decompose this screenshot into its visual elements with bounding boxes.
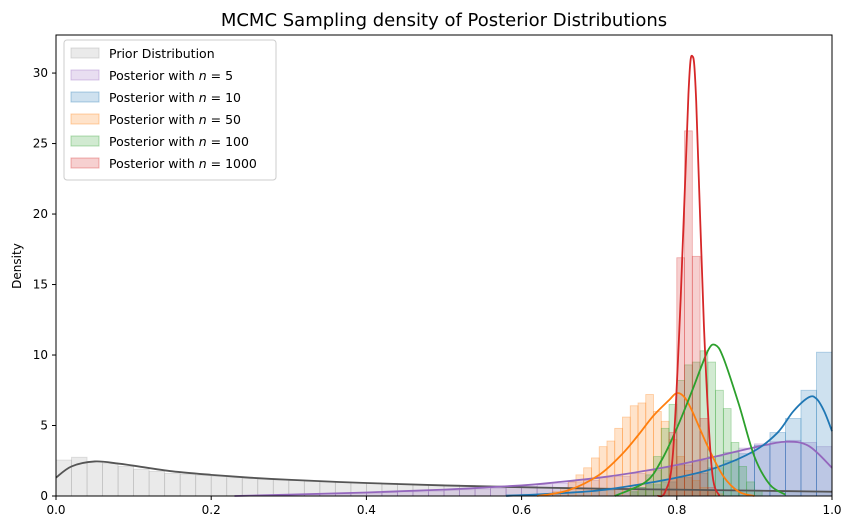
bar-1-10 [443, 489, 460, 497]
legend-swatch-3 [70, 113, 100, 125]
legend-swatch-1 [70, 69, 100, 81]
bar-0-3 [102, 463, 119, 497]
bar-1-9 [428, 490, 445, 497]
bar-0-10 [210, 475, 228, 497]
bar-0-6 [148, 470, 166, 497]
y-tick-label: 30 [33, 66, 48, 80]
bar-1-12 [474, 488, 491, 497]
legend-label-5: Posterior with n = 1000 [109, 156, 257, 171]
y-tick-label: 5 [40, 419, 48, 433]
x-tick-label: 0.4 [357, 503, 376, 517]
kde-line-0 [55, 460, 833, 493]
legend-swatch-2 [70, 91, 100, 103]
bar-0-14 [272, 479, 290, 497]
x-tick-label: 1.0 [822, 503, 841, 517]
legend-swatch-0 [70, 47, 100, 59]
x-tick-label: 0.2 [202, 503, 221, 517]
bar-3-10 [629, 405, 639, 497]
kde-line-2 [506, 395, 833, 497]
bar-4-0 [629, 491, 639, 497]
x-tick-label: 0.0 [46, 503, 65, 517]
y-tick-label: 15 [33, 278, 48, 292]
bar-3-9 [622, 416, 631, 497]
legend-swatch-5 [70, 157, 100, 169]
kde-line-1 [234, 440, 833, 497]
bar-1-7 [397, 491, 414, 497]
legend-swatch-4 [70, 135, 100, 147]
bar-4-15 [746, 481, 755, 497]
bar-2-16 [754, 444, 771, 497]
legend-label-3: Posterior with n = 50 [109, 112, 241, 127]
histogram-bars [55, 130, 833, 497]
bar-0-5 [133, 468, 150, 497]
series-1-bars [288, 439, 833, 497]
legend-label-2: Posterior with n = 10 [109, 90, 241, 105]
y-tick-label: 0 [40, 489, 48, 503]
plot-area-frame [55, 34, 833, 497]
chart-title: MCMC Sampling density of Posterior Distr… [221, 10, 667, 31]
bar-0-12 [241, 477, 259, 497]
series-0-bars [55, 456, 833, 497]
legend-label-0: Prior Distribution [109, 46, 215, 61]
y-tick-label: 25 [33, 137, 48, 151]
bar-0-9 [195, 475, 212, 497]
legend: Prior Distribution Posterior with n = 5 Po… [63, 39, 277, 181]
kde-lines [55, 54, 833, 498]
bar-1-8 [412, 491, 429, 497]
bar-0-2 [86, 461, 103, 497]
bar-0-11 [226, 477, 243, 497]
kde-line-3 [536, 392, 755, 497]
y-axis-ticks: 0 5 10 15 20 25 30 [33, 66, 56, 503]
bar-0-8 [179, 473, 197, 497]
legend-label-1: Posterior with n = 5 [109, 68, 233, 83]
bar-0-7 [164, 473, 181, 497]
bar-3-8 [614, 427, 623, 497]
bar-1-11 [459, 489, 476, 497]
legend-label-4: Posterior with n = 100 [109, 134, 249, 149]
series-5-bars [660, 130, 717, 497]
bar-0-0 [55, 459, 72, 497]
bar-1-13 [490, 487, 507, 497]
bar-1-6 [381, 492, 398, 497]
y-tick-label: 20 [33, 207, 48, 221]
x-tick-label: 0.8 [667, 503, 686, 517]
x-axis-ticks: 0.0 0.2 0.4 0.6 0.8 1.0 [46, 496, 842, 517]
bar-0-13 [257, 478, 274, 497]
x-tick-label: 0.6 [512, 503, 531, 517]
y-tick-label: 10 [33, 348, 48, 362]
bar-2-18 [785, 418, 802, 497]
bar-0-4 [117, 465, 135, 497]
kde-line-5 [656, 54, 721, 498]
y-axis-label: Density [10, 243, 24, 289]
kde-line-4 [614, 343, 786, 497]
bar-4-11 [715, 389, 724, 497]
legend-box [63, 39, 277, 181]
